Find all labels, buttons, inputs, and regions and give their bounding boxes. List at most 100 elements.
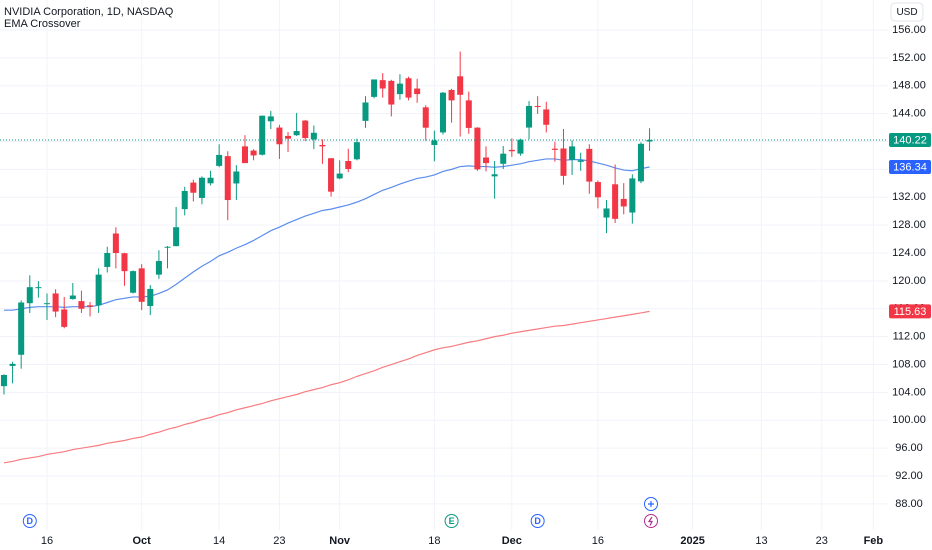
candle-body — [405, 78, 412, 98]
candle-body — [371, 79, 378, 97]
candle-body — [491, 174, 498, 177]
y-tick-label: 120.00 — [892, 275, 926, 287]
candle-body — [362, 102, 369, 121]
price-tag-label: 115.63 — [894, 306, 927, 318]
candle-body — [396, 83, 403, 95]
candle-body — [353, 142, 360, 160]
x-tick-label: 16 — [41, 535, 53, 547]
y-tick-label: 128.00 — [892, 219, 926, 231]
candle-body — [61, 309, 68, 327]
flash-icon-bolt — [647, 516, 653, 526]
candle-body — [439, 92, 446, 133]
candle-body — [431, 140, 438, 145]
candle-body — [35, 287, 42, 289]
candle-body — [267, 116, 274, 122]
candle-body — [319, 144, 326, 147]
candle-body — [9, 363, 16, 366]
candle-body — [276, 127, 283, 145]
price-tag-label: 140.22 — [893, 134, 927, 146]
currency[interactable]: USD — [896, 7, 917, 18]
candle-body — [414, 88, 421, 95]
candle-body — [612, 184, 619, 219]
candle-body — [241, 146, 248, 164]
candle-body — [18, 302, 25, 355]
candle-body — [104, 253, 111, 267]
indicator-name: EMA Crossover — [4, 18, 81, 30]
candle-body — [336, 173, 343, 179]
y-tick-label: 108.00 — [892, 358, 926, 370]
y-tick-label: 152.00 — [892, 52, 926, 64]
candle-body — [543, 109, 550, 125]
plot-area — [0, 51, 888, 464]
candle-body — [147, 288, 154, 306]
candle-body — [534, 105, 541, 107]
candle-body — [164, 246, 171, 248]
candle-body — [448, 89, 455, 101]
candle-body — [474, 127, 481, 170]
event-marker[interactable] — [530, 514, 545, 528]
candle-body — [560, 148, 567, 176]
candle-body — [379, 80, 386, 89]
candle-body — [508, 149, 515, 152]
candle-body — [551, 148, 558, 150]
candle-body — [190, 182, 197, 193]
candle-body — [138, 268, 145, 302]
candle-body — [216, 154, 223, 166]
candle-body — [629, 178, 636, 213]
candle-body — [155, 261, 162, 275]
candle-body — [422, 107, 429, 128]
ema-line — [3, 158, 650, 311]
candle-body — [26, 287, 33, 304]
candle-body — [302, 120, 309, 139]
candle-body — [69, 295, 76, 300]
candle-body — [646, 139, 653, 142]
event-label: E — [449, 516, 455, 526]
y-tick-label: 144.00 — [892, 108, 926, 120]
x-tick-label: Nov — [329, 535, 351, 547]
event-label: D — [27, 516, 34, 526]
x-tick-label: 18 — [428, 535, 440, 547]
y-tick-label: 112.00 — [893, 331, 926, 343]
event-marker[interactable] — [444, 514, 459, 528]
chart-title: NVIDIA Corporation, 1D, NASDAQ — [4, 6, 174, 18]
ema-line — [3, 310, 650, 464]
candle-body — [224, 156, 231, 201]
event-marker[interactable] — [22, 514, 37, 528]
candle-body — [526, 105, 533, 128]
candle-body — [569, 146, 576, 160]
x-tick-label: Dec — [502, 535, 522, 547]
candle-body — [207, 177, 214, 184]
candle-body — [43, 303, 51, 305]
x-tick-label: 23 — [816, 535, 828, 547]
candle-body — [87, 305, 94, 307]
candle-body — [250, 150, 257, 156]
y-tick-label: 148.00 — [892, 80, 926, 92]
candle-body — [0, 374, 7, 387]
candle-body — [181, 190, 188, 210]
candle-body — [198, 177, 205, 198]
y-tick-label: 88.00 — [895, 498, 923, 510]
candle-body — [482, 157, 490, 164]
x-tick-label: 14 — [213, 535, 225, 547]
candle-body — [328, 158, 335, 192]
candle-body — [310, 132, 317, 140]
x-tick-label: 16 — [592, 535, 604, 547]
y-tick-label: 92.00 — [895, 470, 923, 482]
candle-body — [603, 208, 610, 218]
candle-body — [130, 271, 137, 293]
candle-body — [465, 100, 472, 128]
x-tick-label: 23 — [273, 535, 285, 547]
price-tag — [889, 132, 931, 147]
add-icon-plus — [648, 501, 654, 507]
candle-body — [345, 161, 352, 170]
y-tick-label: 132.00 — [892, 191, 926, 203]
price-tag — [889, 304, 931, 319]
candle-body — [620, 198, 627, 207]
y-tick-label: 124.00 — [892, 247, 926, 259]
currency-box[interactable] — [890, 2, 924, 22]
candle-body — [457, 76, 464, 95]
candle-body — [173, 227, 180, 247]
x-tick-label: Oct — [133, 535, 152, 547]
